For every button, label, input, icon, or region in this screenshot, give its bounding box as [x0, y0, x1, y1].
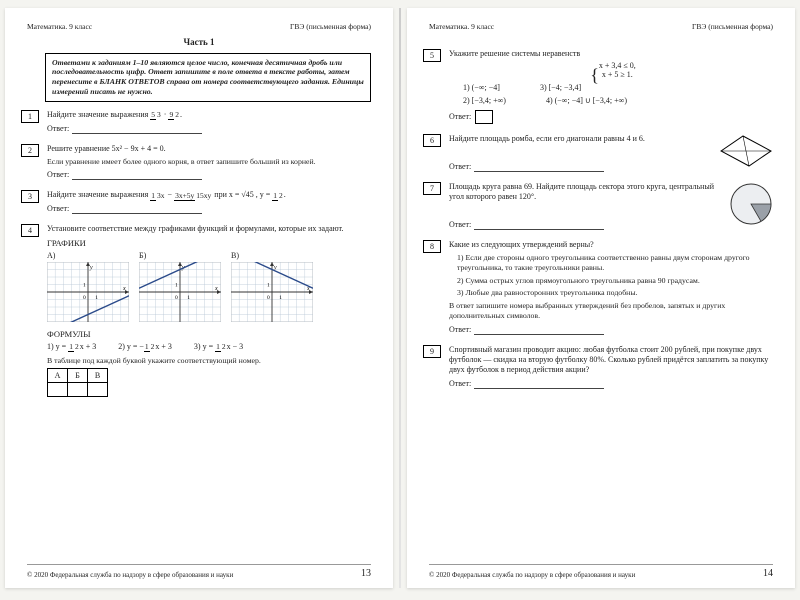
svg-text:0: 0 — [267, 295, 270, 301]
task-text: Найдите значение выражения 53 · 92. — [47, 110, 371, 120]
statement-1: 1) Если две стороны одного треугольника … — [449, 253, 773, 272]
task-number: 5 — [423, 49, 441, 62]
page-divider — [399, 8, 401, 588]
task-2: 2 Решите уравнение 5x² − 9x + 4 = 0. Есл… — [27, 144, 371, 181]
page-left: Математика. 9 класс ГВЭ (письменная форм… — [5, 8, 393, 588]
formulas-row: 1) y = 12x + 3 2) y = −12x + 3 3) y = 12… — [47, 342, 371, 352]
match-cell[interactable] — [48, 383, 68, 397]
header: Математика. 9 класс ГВЭ (письменная форм… — [429, 22, 773, 31]
svg-text:y: y — [89, 265, 93, 271]
svg-text:1: 1 — [83, 282, 86, 288]
svg-text:0: 0 — [175, 295, 178, 301]
task-6: 6 Найдите площадь ромба, если его диагон… — [429, 134, 773, 172]
match-cell[interactable] — [68, 383, 88, 397]
task-number: 6 — [423, 134, 441, 147]
svg-text:1: 1 — [279, 295, 282, 301]
task-5: 5 Укажите решение системы неравенств {x … — [429, 49, 773, 124]
footer: © 2020 Федеральная служба по надзору в с… — [27, 564, 371, 581]
svg-text:1: 1 — [95, 295, 98, 301]
task-text: Спортивный магазин проводит акцию: любая… — [449, 345, 773, 375]
page-number: 13 — [361, 568, 371, 581]
answer-line[interactable] — [72, 126, 202, 134]
graphs-heading: ГРАФИКИ — [47, 238, 371, 249]
task-text: Установите соответствие между графиками … — [47, 224, 371, 234]
statement-3: 3) Любые два равносторонних треугольника… — [449, 288, 773, 298]
task-text: Площадь круга равна 69. Найдите площадь … — [449, 182, 773, 202]
task-text: Какие из следующих утверждений верны? — [449, 240, 773, 250]
header-subject: Математика. 9 класс — [429, 22, 494, 31]
svg-text:x: x — [122, 286, 126, 292]
task-1: 1 Найдите значение выражения 53 · 92. От… — [27, 110, 371, 134]
page-number: 14 — [763, 568, 773, 581]
graph-a: x y 0 1 1 — [47, 262, 129, 322]
header-exam: ГВЭ (письменная форма) — [290, 22, 371, 31]
statement-note: В ответ запишите номера выбранных утверж… — [449, 301, 773, 320]
answer-line[interactable] — [474, 327, 604, 335]
formulas-heading: ФОРМУЛЫ — [47, 329, 371, 340]
match-table: АБВ — [47, 368, 108, 397]
page-spread: Математика. 9 класс ГВЭ (письменная форм… — [5, 8, 795, 588]
copyright: © 2020 Федеральная служба по надзору в с… — [27, 571, 233, 580]
task-note: Если уравнение имеет более одного корня,… — [47, 157, 371, 167]
task-8: 8 Какие из следующих утверждений верны? … — [429, 240, 773, 334]
task-number: 8 — [423, 240, 441, 253]
svg-text:1: 1 — [187, 295, 190, 301]
match-note: В таблице под каждой буквой укажите соот… — [47, 356, 371, 366]
answer-line[interactable] — [474, 164, 604, 172]
svg-text:x: x — [214, 286, 218, 292]
answer-line[interactable] — [72, 206, 202, 214]
answer-line[interactable] — [474, 222, 604, 230]
task-9: 9 Спортивный магазин проводит акцию: люб… — [429, 345, 773, 389]
task-number: 2 — [21, 144, 39, 157]
svg-text:0: 0 — [83, 295, 86, 301]
instructions-box: Ответами к заданиям 1–10 являются целое … — [45, 53, 371, 102]
task-number: 9 — [423, 345, 441, 358]
header-exam: ГВЭ (письменная форма) — [692, 22, 773, 31]
answer-line[interactable] — [474, 381, 604, 389]
task-3: 3 Найдите значение выражения 13x − 3x+5y… — [27, 190, 371, 214]
task-number: 3 — [21, 190, 39, 203]
svg-text:1: 1 — [267, 282, 270, 288]
answer-row: Ответ: — [47, 124, 371, 134]
graph-b: xy011 — [139, 262, 221, 322]
sector-figure — [729, 182, 773, 226]
page-right: Математика. 9 класс ГВЭ (письменная форм… — [407, 8, 795, 588]
rhombus-figure — [713, 134, 773, 168]
task-text: Найдите значение выражения 13x − 3x+5y15… — [47, 190, 371, 200]
part-title: Часть 1 — [27, 37, 371, 48]
task-4: 4 Установите соответствие между графикам… — [27, 224, 371, 397]
graph-v: xy011 — [231, 262, 313, 322]
footer: © 2020 Федеральная служба по надзору в с… — [429, 564, 773, 581]
task-number: 1 — [21, 110, 39, 123]
task-7: 7 Площадь круга равна 69. Найдите площад… — [429, 182, 773, 230]
task-number: 7 — [423, 182, 441, 195]
header-subject: Математика. 9 класс — [27, 22, 92, 31]
task-text: Укажите решение системы неравенств — [449, 49, 773, 59]
statement-2: 2) Сумма острых углов прямоугольного тре… — [449, 276, 773, 286]
answer-box[interactable] — [475, 110, 493, 124]
svg-text:1: 1 — [175, 282, 178, 288]
task-text: Решите уравнение 5x² − 9x + 4 = 0. — [47, 144, 371, 154]
answer-line[interactable] — [72, 172, 202, 180]
graphs-row: А)xy011 Б)xy011 В)xy011 — [47, 251, 371, 325]
header: Математика. 9 класс ГВЭ (письменная форм… — [27, 22, 371, 31]
copyright: © 2020 Федеральная служба по надзору в с… — [429, 571, 635, 580]
task-number: 4 — [21, 224, 39, 237]
match-cell[interactable] — [88, 383, 108, 397]
